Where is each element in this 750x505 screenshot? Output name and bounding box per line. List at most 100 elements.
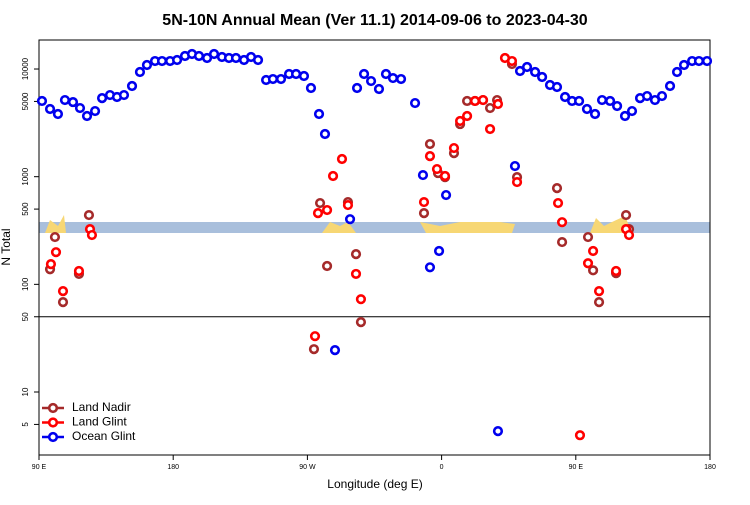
point [619, 110, 631, 122]
point [417, 169, 429, 181]
point [433, 245, 445, 257]
point [313, 108, 325, 120]
y-tick-label: 5000 [21, 92, 30, 110]
map-ocean [39, 222, 710, 233]
y-tick-label: 50 [21, 312, 30, 321]
point [509, 160, 521, 172]
point [418, 207, 430, 219]
point [387, 72, 399, 84]
point [267, 73, 279, 85]
point [156, 55, 168, 67]
series [36, 48, 713, 437]
point [86, 229, 98, 241]
point [551, 81, 563, 93]
point [208, 48, 220, 60]
point [290, 68, 302, 80]
point [45, 259, 57, 270]
point [556, 236, 568, 248]
point [556, 217, 568, 228]
point [275, 73, 287, 85]
point [573, 95, 585, 107]
point [201, 52, 213, 64]
point [604, 95, 616, 107]
point [350, 248, 362, 260]
point [380, 68, 392, 80]
point [409, 97, 421, 109]
point [355, 294, 367, 305]
point [52, 108, 64, 120]
point [671, 66, 683, 78]
map-land [322, 222, 356, 233]
point [118, 89, 130, 101]
legend-label: Ocean Glint [72, 429, 136, 443]
point [587, 245, 599, 257]
point [81, 110, 93, 122]
point [141, 59, 153, 71]
point [424, 262, 436, 273]
point [461, 110, 473, 122]
point [448, 142, 460, 154]
point [74, 102, 86, 114]
plot-frame [38, 39, 711, 456]
point [314, 197, 326, 209]
point [327, 170, 339, 182]
x-tick-label: 180 [167, 464, 179, 471]
point [664, 80, 676, 92]
point [596, 94, 608, 106]
point [559, 91, 571, 103]
point [484, 123, 496, 135]
point [96, 92, 108, 104]
point [506, 55, 518, 67]
point [484, 102, 496, 114]
point [593, 297, 605, 308]
point [44, 103, 56, 115]
point [336, 153, 348, 165]
point [649, 94, 661, 106]
point [701, 55, 713, 67]
point [587, 265, 599, 276]
point [350, 268, 362, 280]
point [461, 95, 473, 107]
point [582, 231, 594, 243]
map-land [420, 222, 515, 233]
point [454, 115, 466, 127]
point [431, 163, 443, 175]
point [319, 128, 331, 140]
y-axis-label: N Total [0, 228, 13, 265]
point [593, 286, 605, 297]
legend-label: Land Glint [72, 415, 127, 429]
y-tick-label: 10 [21, 387, 30, 396]
point [552, 197, 564, 209]
x-tick-label: 90 W [299, 464, 316, 471]
point [298, 70, 310, 82]
point [521, 61, 533, 73]
point [477, 94, 489, 106]
point [693, 55, 705, 67]
point [308, 344, 320, 355]
point [581, 103, 593, 115]
legend-marker [47, 431, 59, 443]
map-strip [39, 215, 710, 233]
point [365, 75, 377, 87]
point [440, 189, 452, 201]
point [373, 83, 385, 95]
x-tick-label: 90 E [569, 464, 584, 471]
point [134, 66, 146, 78]
y-tick-label: 5 [21, 422, 30, 427]
y-tick-label: 10000 [21, 57, 30, 80]
point [59, 94, 71, 106]
point [610, 265, 622, 277]
point [49, 231, 61, 243]
point [312, 207, 324, 219]
point [126, 80, 138, 92]
series [45, 52, 635, 441]
point [574, 430, 586, 441]
point [418, 196, 430, 208]
point [329, 345, 341, 356]
x-tick-label: 180 [704, 464, 716, 471]
point [424, 138, 436, 150]
series [44, 58, 635, 355]
point [678, 59, 690, 71]
legend-label: Land Nadir [72, 400, 131, 414]
